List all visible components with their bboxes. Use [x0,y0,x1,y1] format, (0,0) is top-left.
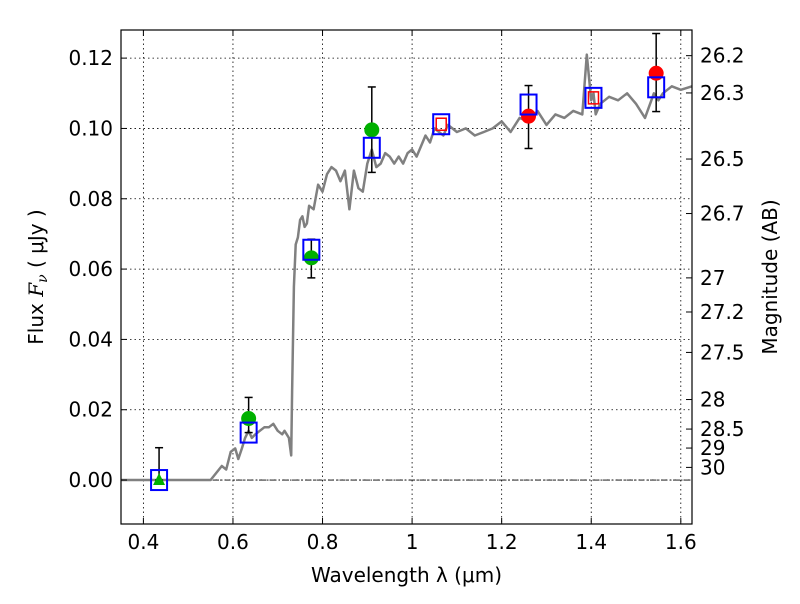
observed-point [521,108,537,124]
x-axis-label: Wavelength λ (μm) [311,563,502,587]
model-spectrum-line [121,53,693,482]
observed-square-point [587,91,600,105]
y-tick-label: 0.10 [68,116,113,140]
observed-upper-point [153,473,166,486]
y-axis-ticks: 0.00 0.02 0.04 0.06 0.08 0.10 0.12 [68,46,127,492]
y-axis-label-prefix: Flux [24,297,48,345]
y-axis-label-var: F [24,282,48,298]
magnitude-tick-label: 27.2 [700,300,745,324]
y-tick-label: 0.04 [68,327,113,351]
x-tick-label: 0.8 [307,530,339,554]
model-flux-squares [150,76,666,492]
y-tick-label: 0.06 [68,257,113,281]
x-tick-label: 1 [406,530,419,554]
model-flux-square [432,113,451,136]
y-tick-label: 0.00 [68,468,113,492]
magnitude-tick-label: 26.3 [700,81,745,105]
model-flux-square [584,86,603,109]
x-tick-label: 0.6 [217,530,249,554]
magnitude-tick-label: 26.5 [700,147,745,171]
x-tick-label: 1.2 [486,530,518,554]
observed-point [303,250,319,266]
magnitude-tick-label: 26.2 [700,44,745,68]
magnitude-tick-label: 29 [700,436,725,460]
y-axis-label: Flux Fν ( μJy ) [24,209,51,344]
model-flux-square [519,93,538,116]
y-tick-label: 0.08 [68,187,113,211]
plot-frame [120,29,693,525]
x-tick-label: 1.4 [575,530,607,554]
model-flux-square [150,469,169,492]
magnitude-tick-label: 28.5 [700,417,745,441]
magnitude-tick-label: 27.5 [700,340,745,364]
magnitude-tick-label: 27 [700,266,725,290]
grid [121,30,692,524]
x-tick-label: 1.6 [665,530,697,554]
y-axis-label-sub: ν [35,274,51,283]
y-tick-label: 0.02 [68,398,113,422]
observed-point [648,65,664,81]
magnitude-tick-label: 28 [700,388,725,412]
model-flux-square [302,238,321,261]
observed-square-point [435,117,447,131]
x-tick-label: 0.4 [127,530,159,554]
y-axis-label-suffix: ( μJy ) [24,209,48,274]
model-flux-square [362,136,381,159]
model-flux-square [647,76,666,99]
observed-point [241,411,257,427]
magnitude-axis-label: Magnitude (AB) [758,199,782,354]
x-axis-ticks: 0.4 0.6 0.8 1 1.2 1.4 1.6 [127,30,697,554]
observed-point [364,122,380,138]
model-flux-square [239,421,258,444]
y-tick-label: 0.12 [68,46,113,70]
magnitude-tick-label: 30 [700,455,725,479]
magnitude-tick-label: 26.7 [700,202,745,226]
